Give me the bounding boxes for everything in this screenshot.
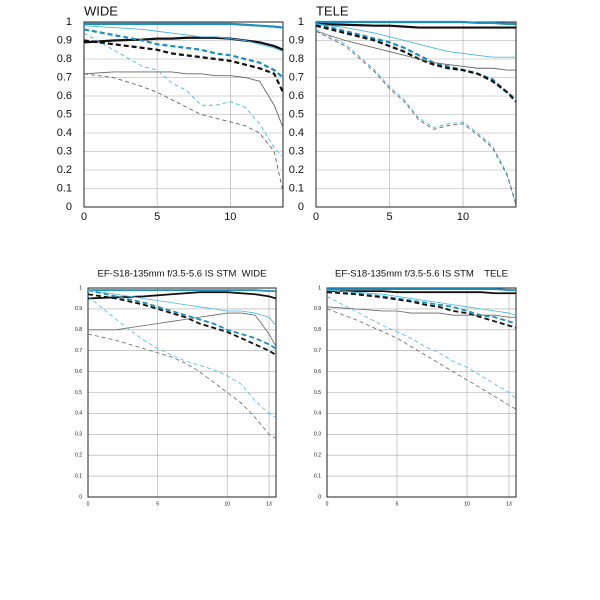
y-tick-label: 0.2 bbox=[57, 164, 72, 176]
chart-title: EF-S18-135mm f/3.5-5.6 IS STM WIDE bbox=[98, 269, 267, 280]
y-tick-label: 0.2 bbox=[314, 453, 321, 459]
y-tick-label: 0.2 bbox=[75, 453, 82, 459]
mtf-line bbox=[315, 22, 516, 29]
mtf-line bbox=[87, 289, 277, 326]
plot-frame bbox=[87, 287, 277, 498]
y-tick-label: 0.4 bbox=[289, 127, 304, 139]
mtf-line bbox=[327, 290, 516, 295]
mtf-line bbox=[316, 20, 516, 25]
y-tick-label: 0.7 bbox=[75, 348, 82, 354]
y-tick-label: 1 bbox=[79, 285, 82, 291]
mtf-line bbox=[326, 306, 516, 318]
mtf-line bbox=[83, 71, 284, 128]
y-tick-label: 0.3 bbox=[57, 145, 72, 157]
x-tick-label: 10 bbox=[224, 211, 236, 223]
x-tick-label: 10 bbox=[224, 501, 230, 507]
mtf-line bbox=[315, 24, 517, 103]
plot-frame bbox=[83, 21, 284, 208]
y-tick-label: 0.8 bbox=[314, 327, 321, 333]
y-tick-label: 0.9 bbox=[289, 34, 304, 46]
y-tick-label: 0.6 bbox=[75, 369, 82, 375]
mtf-line bbox=[326, 296, 517, 400]
y-tick-label: 0.7 bbox=[57, 71, 72, 83]
mtf-line bbox=[326, 289, 517, 316]
y-tick-label: 0.5 bbox=[314, 390, 321, 396]
y-tick-label: 0.8 bbox=[289, 53, 304, 65]
y-tick-label: 0.4 bbox=[57, 127, 72, 139]
y-tick-label: 0.6 bbox=[314, 369, 321, 375]
mtf-line bbox=[315, 30, 516, 71]
mtf-line bbox=[326, 291, 517, 329]
chart-title: WIDE bbox=[84, 3, 118, 18]
x-tick-label: 10 bbox=[457, 211, 469, 223]
y-tick-label: 0.1 bbox=[289, 182, 304, 194]
y-tick-label: 0 bbox=[66, 201, 72, 213]
chart-title: EF-S18-135mm f/3.5-5.6 IS STM TELE bbox=[335, 269, 508, 280]
y-tick-label: 0 bbox=[79, 494, 82, 500]
y-tick-label: 0.6 bbox=[289, 90, 304, 102]
y-tick-label: 0.3 bbox=[314, 432, 321, 438]
mtf-line bbox=[88, 312, 277, 347]
x-tick-label: 5 bbox=[156, 501, 159, 507]
y-tick-label: 0.1 bbox=[57, 182, 72, 194]
mtf-line bbox=[315, 22, 517, 101]
mtf-line bbox=[84, 22, 284, 29]
mtf-line bbox=[87, 333, 277, 439]
x-tick-label: 0 bbox=[326, 501, 329, 507]
y-tick-label: 0.1 bbox=[314, 473, 321, 479]
plot-frame bbox=[326, 287, 517, 498]
y-tick-label: 0.3 bbox=[75, 432, 82, 438]
y-tick-label: 0.6 bbox=[57, 90, 72, 102]
mtf-line bbox=[87, 289, 277, 350]
y-tick-label: 0 bbox=[318, 494, 321, 500]
mtf-line bbox=[83, 28, 284, 79]
x-tick-label: 5 bbox=[154, 211, 160, 223]
y-tick-label: 0.9 bbox=[314, 306, 321, 312]
y-tick-label: 0.9 bbox=[75, 306, 82, 312]
y-tick-label: 0.9 bbox=[57, 34, 72, 46]
y-tick-label: 0.1 bbox=[75, 473, 82, 479]
y-tick-label: 0.7 bbox=[314, 348, 321, 354]
mtf-line bbox=[87, 293, 277, 356]
mtf-line bbox=[87, 291, 277, 300]
mtf-line bbox=[315, 30, 517, 206]
y-tick-label: 0.3 bbox=[289, 145, 304, 157]
x-tick-label: 10 bbox=[464, 501, 470, 507]
x-tick-label: 0 bbox=[313, 211, 319, 223]
mtf-line bbox=[83, 25, 284, 53]
y-tick-label: 0.2 bbox=[289, 164, 304, 176]
y-tick-label: 1 bbox=[318, 285, 321, 291]
mtf-line bbox=[88, 289, 276, 293]
mtf-line bbox=[87, 296, 277, 418]
mtf-line bbox=[326, 308, 517, 410]
y-tick-label: 0 bbox=[298, 201, 304, 213]
y-tick-label: 0.4 bbox=[314, 411, 321, 417]
mtf-line bbox=[315, 23, 516, 58]
y-tick-label: 0.7 bbox=[289, 71, 304, 83]
mtf-line bbox=[315, 28, 517, 204]
chart-title: TELE bbox=[316, 3, 349, 18]
mtf-line bbox=[83, 39, 284, 93]
x-tick-label: 13 bbox=[266, 501, 272, 507]
x-tick-label: 5 bbox=[386, 211, 392, 223]
y-tick-label: 1 bbox=[298, 16, 304, 28]
y-tick-label: 0.5 bbox=[57, 108, 72, 120]
x-tick-label: 13 bbox=[506, 501, 512, 507]
x-tick-label: 0 bbox=[87, 501, 90, 507]
y-tick-label: 0.5 bbox=[75, 390, 82, 396]
mtf-line bbox=[83, 36, 284, 51]
x-tick-label: 5 bbox=[396, 501, 399, 507]
y-tick-label: 0.5 bbox=[289, 108, 304, 120]
x-tick-label: 0 bbox=[81, 211, 87, 223]
y-tick-label: 1 bbox=[66, 16, 72, 28]
y-tick-label: 0.4 bbox=[75, 411, 82, 417]
mtf-line bbox=[326, 289, 517, 325]
y-tick-label: 0.8 bbox=[57, 53, 72, 65]
mtf-line bbox=[327, 288, 516, 291]
y-tick-label: 0.8 bbox=[75, 327, 82, 333]
mtf-line bbox=[83, 32, 284, 158]
